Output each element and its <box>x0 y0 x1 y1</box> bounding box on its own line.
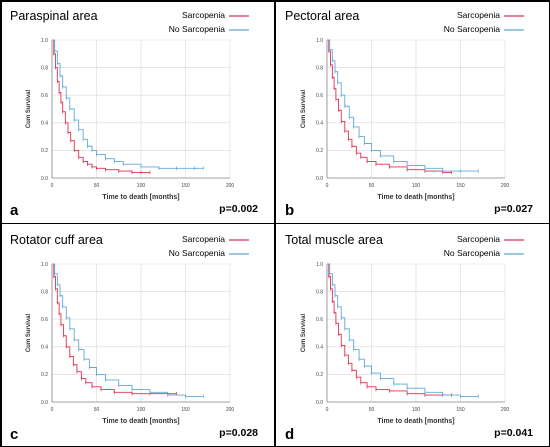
x-tick-label: 0 <box>51 407 54 413</box>
km-chart-pectoral: Pectoral area Sarcopenia No Sarcopenia 0 50 1… <box>285 9 533 219</box>
panel-letter: c <box>10 426 18 443</box>
series-line-sarcopenia <box>52 263 177 394</box>
y-tick-label: 0.2 <box>41 148 48 154</box>
legend-label-no-sarcopenia: No Sarcopenia <box>444 24 501 34</box>
y-tick-label: 0.0 <box>316 399 323 405</box>
chart-title-rotator-cuff: Rotator cuff area <box>10 233 103 247</box>
y-tick-label: 0.6 <box>41 317 48 323</box>
x-tick-label: 150 <box>181 183 190 189</box>
p-value: p=0.027 <box>494 203 533 215</box>
legend-label-sarcopenia: Sarcopenia <box>182 234 225 244</box>
y-tick-label: 0.6 <box>41 93 48 99</box>
x-tick-label: 50 <box>369 183 375 189</box>
legend-label-no-sarcopenia: No Sarcopenia <box>169 248 226 258</box>
x-tick-label: 200 <box>226 183 235 189</box>
series-line-no-sarcopenia <box>327 263 479 397</box>
panel-letter: a <box>10 202 19 219</box>
x-tick-label: 0 <box>326 407 329 413</box>
chart-title-paraspinal: Paraspinal area <box>10 9 98 23</box>
y-axis-label: Cum Survival <box>301 90 307 129</box>
legend-label-sarcopenia: Sarcopenia <box>457 10 500 20</box>
p-value: p=0.002 <box>219 203 258 215</box>
x-tick-label: 150 <box>181 407 190 413</box>
y-tick-label: 1.0 <box>316 261 323 267</box>
x-tick-label: 150 <box>456 183 465 189</box>
y-tick-label: 1.0 <box>316 38 323 44</box>
series-line-no-sarcopenia <box>327 39 479 172</box>
series-line-no-sarcopenia <box>52 39 204 169</box>
p-value: p=0.041 <box>494 427 533 439</box>
legend-label-no-sarcopenia: No Sarcopenia <box>444 248 501 258</box>
y-axis-label: Cum Survival <box>26 90 32 129</box>
y-tick-label: 0.0 <box>316 176 323 182</box>
y-tick-label: 0.4 <box>41 344 48 350</box>
x-axis-label: Time to death [months] <box>377 194 454 201</box>
km-chart-rotator-cuff: Rotator cuff area Sarcopenia No Sarcopenia… <box>10 233 258 443</box>
x-tick-label: 100 <box>412 407 421 413</box>
y-tick-label: 0.6 <box>316 93 323 99</box>
y-tick-label: 0.8 <box>41 289 48 295</box>
series-line-sarcopenia <box>327 263 452 396</box>
p-value: p=0.028 <box>219 427 258 439</box>
grid-divider-horizontal <box>0 222 550 224</box>
panel-paraspinal: Paraspinal area Sarcopenia No Sarcopenia 0 5… <box>0 0 275 224</box>
x-tick-label: 50 <box>94 183 100 189</box>
y-tick-label: 0.6 <box>316 317 323 323</box>
y-tick-label: 0.2 <box>316 148 323 154</box>
x-axis-label: Time to death [months] <box>102 194 179 201</box>
panel-rotator-cuff: Rotator cuff area Sarcopenia No Sarcopenia… <box>0 224 275 447</box>
y-tick-label: 0.8 <box>316 289 323 295</box>
y-tick-label: 0.0 <box>41 399 48 405</box>
x-tick-label: 200 <box>501 407 510 413</box>
x-tick-label: 50 <box>369 407 375 413</box>
y-tick-label: 1.0 <box>41 38 48 44</box>
x-tick-label: 0 <box>51 183 54 189</box>
x-tick-label: 100 <box>137 183 146 189</box>
legend-label-sarcopenia: Sarcopenia <box>182 10 225 20</box>
x-tick-label: 0 <box>326 183 329 189</box>
x-axis-label: Time to death [months] <box>102 418 179 425</box>
x-tick-label: 100 <box>412 183 421 189</box>
panel-letter: d <box>285 426 294 443</box>
panel-letter: b <box>285 202 294 219</box>
legend-label-sarcopenia: Sarcopenia <box>457 234 500 244</box>
x-tick-label: 200 <box>226 407 235 413</box>
km-chart-total-muscle: Total muscle area Sarcopenia No Sarcopenia… <box>285 233 533 443</box>
panel-pectoral: Pectoral area Sarcopenia No Sarcopenia 0 50 1… <box>275 0 550 224</box>
panel-total-muscle: Total muscle area Sarcopenia No Sarcopenia… <box>275 224 550 447</box>
x-tick-label: 200 <box>501 183 510 189</box>
x-tick-label: 50 <box>94 407 100 413</box>
x-tick-label: 150 <box>456 407 465 413</box>
y-axis-label: Cum Survival <box>26 313 32 352</box>
y-tick-label: 0.8 <box>41 65 48 71</box>
y-tick-label: 0.4 <box>316 344 323 350</box>
chart-title-pectoral: Pectoral area <box>285 9 359 23</box>
chart-title-total-muscle: Total muscle area <box>285 233 383 247</box>
y-tick-label: 1.0 <box>41 261 48 267</box>
y-axis-label: Cum Survival <box>301 313 307 352</box>
y-tick-label: 0.2 <box>316 372 323 378</box>
y-tick-label: 0.8 <box>316 65 323 71</box>
legend-label-no-sarcopenia: No Sarcopenia <box>169 24 226 34</box>
y-tick-label: 0.2 <box>41 372 48 378</box>
y-tick-label: 0.4 <box>41 121 48 127</box>
x-axis-label: Time to death [months] <box>377 418 454 425</box>
km-chart-paraspinal: Paraspinal area Sarcopenia No Sarcopenia 0 5… <box>10 9 258 219</box>
y-tick-label: 0.4 <box>316 121 323 127</box>
y-tick-label: 0.0 <box>41 176 48 182</box>
series-line-no-sarcopenia <box>52 263 204 397</box>
x-tick-label: 100 <box>137 407 146 413</box>
series-line-sarcopenia <box>52 39 150 173</box>
